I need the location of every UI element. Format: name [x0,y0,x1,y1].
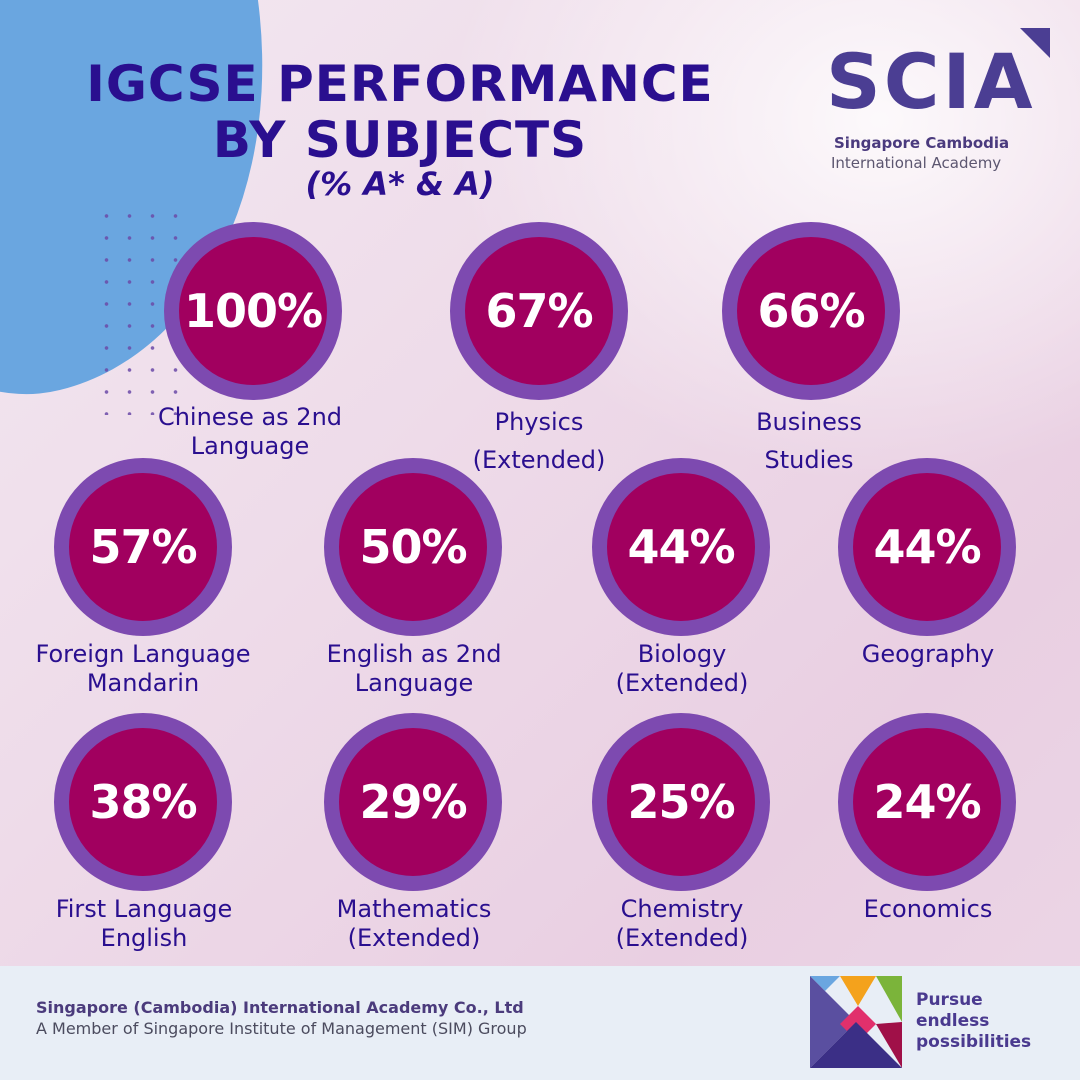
subject-circle: 57% [54,458,232,636]
subject-label: English as 2nd Language [274,640,554,698]
subject-circle: 66% [722,222,900,400]
subject-label-line-2: Language [190,432,310,460]
subject-label: Physics (Extended) [399,403,679,479]
scia-logo: SCIA Singapore Cambodia International Ac… [826,28,1056,178]
scia-wordmark: SCIA [826,37,1036,126]
subject-circle: 67% [450,222,628,400]
tangram-logo-icon [810,976,902,1068]
subject-label-line-1: Physics [494,408,584,436]
subject-label: Biology (Extended) [542,640,822,698]
subject-percent: 24% [873,775,981,829]
subject-percent: 100% [183,284,323,338]
subject-label-line-1: First Language [55,895,233,923]
subject-percent: 44% [627,520,735,574]
subject-label-line-2: English [100,924,188,952]
subject-label-line-2: (Extended) [615,669,749,697]
subject-label-line-1: Foreign Language [35,640,251,668]
subject-circle: 44% [592,458,770,636]
subject-circle: 24% [838,713,1016,891]
footer-bar: Singapore (Cambodia) International Acade… [0,966,1080,1080]
footer-company-name: Singapore (Cambodia) International Acade… [36,998,524,1017]
subject-circle: 29% [324,713,502,891]
subject-percent: 38% [89,775,197,829]
logo-name-line-1: Singapore Cambodia [834,134,1010,152]
subject-circle: 100% [164,222,342,400]
subject-label-line-2: Studies [764,446,854,474]
subject-percent: 50% [359,520,467,574]
page-title: IGCSE PERFORMANCE BY SUBJECTS [20,56,780,168]
subject-label-line-2: (Extended) [615,924,749,952]
subject-percent: 29% [359,775,467,829]
subject-label: Economics [788,895,1068,924]
subject-label-line-2: Mandarin [86,669,200,697]
subject-label-line-1: Chinese as 2nd [157,403,343,431]
subject-label-line-1: Biology [637,640,727,668]
subject-label-line-1: Geography [861,640,995,668]
subject-label-line-1: English as 2nd [326,640,502,668]
subject-label-line-1: Business [756,408,862,436]
subject-label: Foreign Language Mandarin [3,640,283,698]
subject-label: Chemistry (Extended) [542,895,822,953]
subject-label: Chinese as 2nd Language [110,403,390,461]
subject-label-line-2: Language [354,669,474,697]
subject-label: Mathematics (Extended) [274,895,554,953]
logo-name-line-2: International Academy [831,154,1002,172]
subject-percent: 57% [89,520,197,574]
subject-label-line-1: Economics [863,895,993,923]
logo-corner-triangle-icon [1020,28,1050,58]
page-subtitle: (% A* & A) [305,165,495,203]
subject-percent: 67% [485,284,593,338]
subject-percent: 44% [873,520,981,574]
subject-circle: 44% [838,458,1016,636]
subject-label-line-2: (Extended) [347,924,481,952]
subject-label: First Language English [4,895,284,953]
subject-label-line-1: Chemistry [620,895,744,923]
footer-member-text: A Member of Singapore Institute of Manag… [36,1019,527,1038]
subject-percent: 66% [757,284,865,338]
subject-circle: 50% [324,458,502,636]
subject-circle: 38% [54,713,232,891]
subject-label: Business Studies [669,403,949,479]
subject-label-line-2: (Extended) [472,446,606,474]
tagline-line-1: Pursue [916,990,983,1010]
title-line-2: BY SUBJECTS [212,111,588,169]
title-line-1: IGCSE PERFORMANCE [86,55,714,113]
subject-percent: 25% [627,775,735,829]
tagline-line-2: endless [916,1011,990,1031]
subject-label-line-1: Mathematics [336,895,492,923]
subject-circle: 25% [592,713,770,891]
tagline-line-3: possibilities [916,1032,1032,1052]
footer-tagline: Pursue endless possibilities [916,990,1031,1053]
subject-label: Geography [788,640,1068,669]
